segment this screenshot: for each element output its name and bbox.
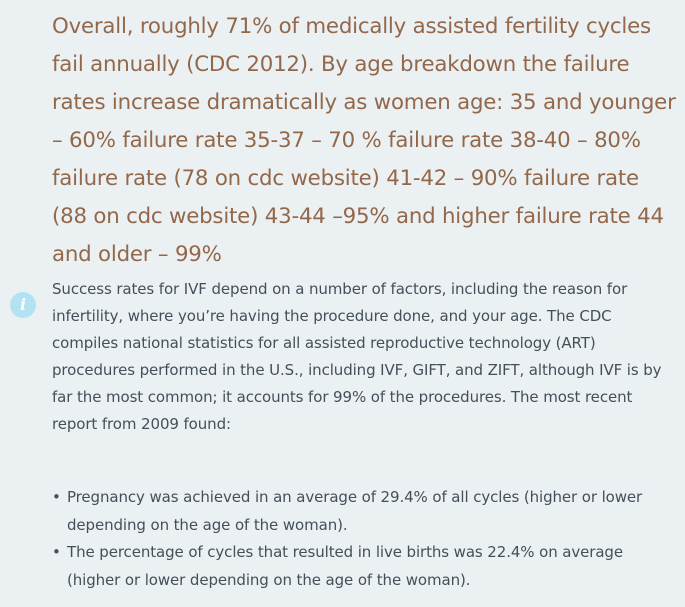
list-item: • Pregnancy was achieved in an average o… [52,484,680,539]
pull-quote: Overall, roughly 71% of medically assist… [52,14,676,267]
info-callout: Success rates for IVF depend on a number… [52,276,680,438]
findings-list: • Pregnancy was achieved in an average o… [52,484,680,594]
info-icon: i [10,292,36,318]
bullet-marker: • [52,543,61,561]
list-item-text: The percentage of cycles that resulted i… [67,543,623,589]
info-paragraph: Success rates for IVF depend on a number… [52,280,662,433]
list-item-text: Pregnancy was achieved in an average of … [67,488,643,534]
list-item: • The percentage of cycles that resulted… [52,539,680,594]
bullet-marker: • [52,488,61,506]
